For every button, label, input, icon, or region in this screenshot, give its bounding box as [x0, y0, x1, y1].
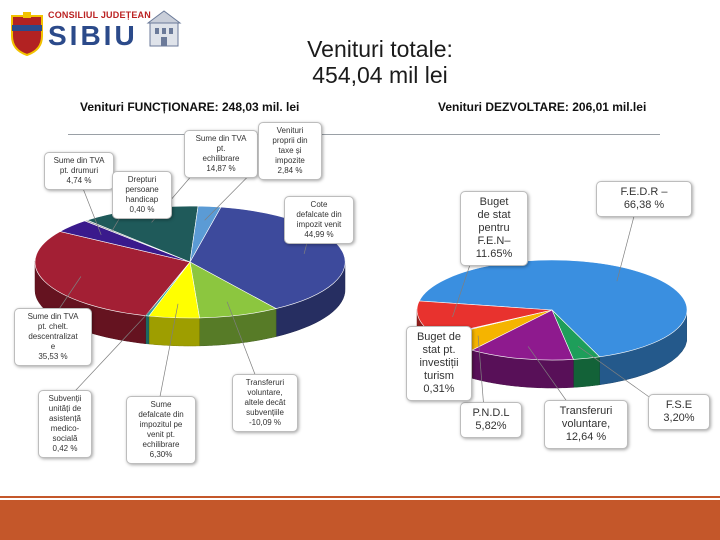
footer-bar — [0, 500, 720, 540]
slice-label-0-2: Sume defalcate din impozitul pe venit pt… — [126, 396, 196, 464]
slice-label-1-5: Buget de stat pentru F.E.N– 11.65% — [460, 191, 528, 266]
coat-of-arms-icon — [11, 12, 43, 56]
logo: CONSILIUL JUDEȚEAN SIBIU — [10, 8, 182, 60]
slice-label-0-3: Subvenții unități de asistență medico- s… — [38, 390, 92, 458]
slice-label-1-1: F.S.E 3,20% — [648, 394, 710, 430]
pie-chart-1 — [416, 259, 688, 389]
slice-label-0-7: Sume din TVA pt. echilibrare 14,87 % — [184, 130, 258, 178]
divider-line — [68, 134, 660, 135]
operating-revenue-title: Venituri FUNCȚIONARE: 248,03 mil. lei — [80, 100, 300, 114]
slice-label-0-0: Cote defalcate din impozit venit 44,99 % — [284, 196, 354, 244]
slice-label-0-5: Sume din TVA pt. drumuri 4,74 % — [44, 152, 114, 190]
leader-line-0-3 — [60, 302, 159, 407]
pie-side-0-3 — [145, 315, 150, 345]
pie-slice-1-2 — [471, 309, 574, 361]
pie-side-1-1 — [573, 356, 600, 388]
slice-label-0-4: Sume din TVA pt. chelt. descentralizat e… — [14, 308, 92, 366]
slice-label-1-0: F.E.D.R – 66,38 % — [596, 181, 692, 217]
page-title: Venituri totale: 454,04 mil lei — [250, 36, 510, 88]
slice-label-1-3: P.N.D.L 5,82% — [460, 402, 522, 438]
pie-slice-1-0 — [418, 259, 688, 358]
slice-label-0-1: Transferuri voluntare, altele decât subv… — [232, 374, 298, 432]
slice-label-1-4: Buget de stat pt. investiții turism 0,31… — [406, 326, 472, 401]
leader-line-0-2 — [156, 303, 179, 413]
pie-slice-0-4 — [34, 231, 191, 317]
logo-top-text: CONSILIUL JUDEȚEAN — [48, 10, 151, 20]
building-icon — [146, 10, 182, 47]
slice-label-0-6: Drepturi persoane handicap 0,40 % — [112, 171, 172, 219]
title-line-2: 454,04 mil lei — [312, 62, 448, 88]
pie-slice-0-8 — [189, 205, 222, 263]
title-line-1: Venituri totale: — [307, 36, 453, 62]
slice-label-0-8: Venituri proprii din taxe și impozite 2,… — [258, 122, 322, 180]
development-revenue-title: Venituri DEZVOLTARE: 206,01 mil.lei — [438, 100, 647, 114]
slice-label-1-2: Transferuri voluntare, 12,64 % — [544, 400, 628, 449]
footer-line — [0, 496, 720, 498]
logo-main-text: SIBIU — [48, 20, 138, 51]
pie-side-0-2 — [148, 315, 200, 347]
